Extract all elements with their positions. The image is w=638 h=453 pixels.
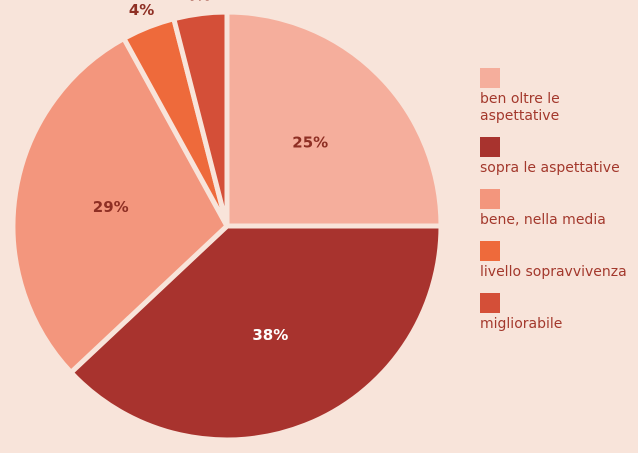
pie-slice xyxy=(10,35,231,377)
data-label: 25% xyxy=(292,133,328,151)
legend-item: ben oltre le aspettative xyxy=(480,68,630,125)
legend-label: ben oltre le aspettative xyxy=(480,91,560,124)
legend-item: bene, nella media xyxy=(480,189,630,229)
legend-swatch xyxy=(480,189,500,209)
legend-item: sopra le aspettative xyxy=(480,137,630,177)
legend-swatch xyxy=(480,293,500,313)
legend-label: bene, nella media xyxy=(480,212,606,228)
pie-slice xyxy=(67,223,444,443)
data-label: 29% xyxy=(93,198,129,216)
legend-label: sopra le aspettative xyxy=(480,160,620,176)
data-label: 38% xyxy=(252,326,288,344)
pie-slice xyxy=(170,9,230,227)
legend-swatch xyxy=(480,137,500,157)
data-label: 4% xyxy=(129,1,154,19)
data-label: 4% xyxy=(185,0,210,4)
legend-label: livello sopravvivenza xyxy=(480,264,627,280)
legend-swatch xyxy=(480,241,500,261)
pie-slice xyxy=(224,9,444,229)
legend-label: migliorabile xyxy=(480,316,563,332)
chart: 25% 38% 29% 4% 4% xyxy=(10,0,444,443)
legend: ben oltre le aspettative sopra le aspetta… xyxy=(480,68,630,333)
legend-item: migliorabile xyxy=(480,293,630,333)
legend-swatch xyxy=(480,68,500,88)
legend-item: livello sopravvivenza xyxy=(480,241,630,281)
